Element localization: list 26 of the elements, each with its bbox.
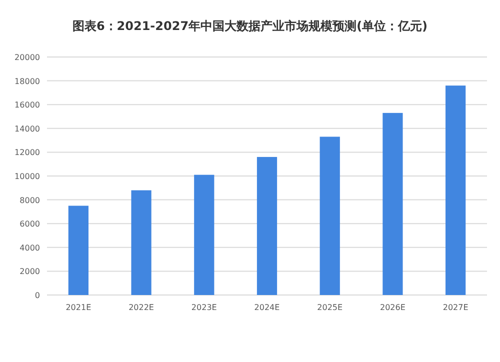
y-tick-label: 8000	[20, 196, 40, 205]
bar	[256, 156, 278, 295]
x-tick-label: 2022E	[128, 303, 154, 312]
bar	[446, 86, 466, 295]
y-tick-label: 2000	[20, 267, 40, 276]
bar	[131, 190, 152, 295]
x-tick-label: 2024E	[254, 303, 280, 312]
x-tick-label: 2021E	[66, 303, 92, 312]
y-tick-label: 4000	[20, 243, 40, 252]
bar	[320, 136, 340, 295]
x-tick-label: 2027E	[442, 303, 468, 312]
y-tick-label: 16000	[14, 100, 40, 110]
y-tick-label: 14000	[14, 124, 40, 134]
y-tick-label: 12000	[14, 148, 40, 158]
y-tick-label: 10000	[14, 172, 40, 181]
bar	[382, 112, 403, 295]
x-tick-label: 2025E	[317, 303, 343, 312]
y-tick-label: 0	[34, 291, 40, 300]
y-tick-label: 18000	[14, 76, 40, 86]
y-tick-label: 20000	[14, 53, 40, 62]
x-tick-label: 2023E	[191, 303, 217, 312]
chart-title: 图表6：2021-2027年中国大数据产业市场规模预测(单位：亿元)	[72, 19, 428, 33]
x-tick-label: 2026E	[380, 303, 406, 312]
y-tick-label: 6000	[20, 220, 40, 229]
bar	[194, 174, 214, 295]
bar	[68, 206, 88, 295]
